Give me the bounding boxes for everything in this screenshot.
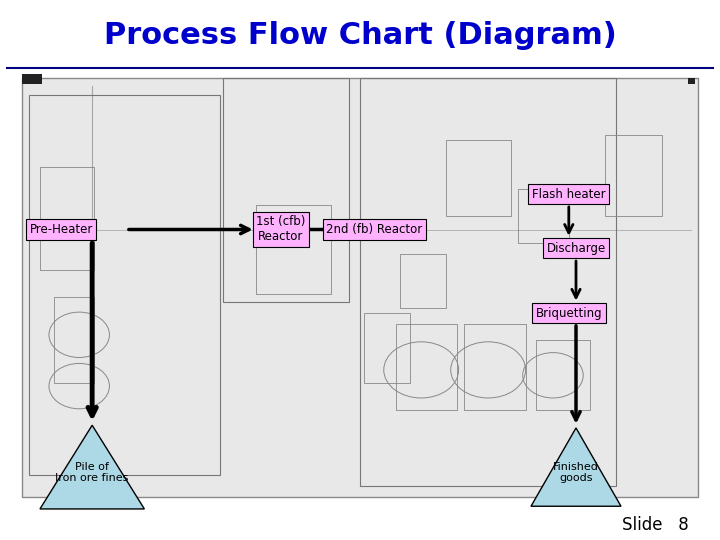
Text: Slide   8: Slide 8 <box>622 516 688 534</box>
Text: Process Flow Chart (Diagram): Process Flow Chart (Diagram) <box>104 21 616 50</box>
Text: 1st (cfb)
Reactor: 1st (cfb) Reactor <box>256 215 305 244</box>
Text: Finished
goods: Finished goods <box>553 462 599 483</box>
Text: Briquetting: Briquetting <box>536 307 602 320</box>
Text: Pile of
Iron ore fines: Pile of Iron ore fines <box>55 462 129 483</box>
Text: Pre-Heater: Pre-Heater <box>30 223 93 236</box>
Text: Flash heater: Flash heater <box>532 188 606 201</box>
FancyBboxPatch shape <box>688 78 695 84</box>
FancyBboxPatch shape <box>22 78 698 497</box>
Text: Discharge: Discharge <box>546 242 606 255</box>
Text: 2nd (fb) Reactor: 2nd (fb) Reactor <box>326 223 423 236</box>
Polygon shape <box>531 428 621 507</box>
FancyBboxPatch shape <box>22 74 42 84</box>
Polygon shape <box>40 426 145 509</box>
